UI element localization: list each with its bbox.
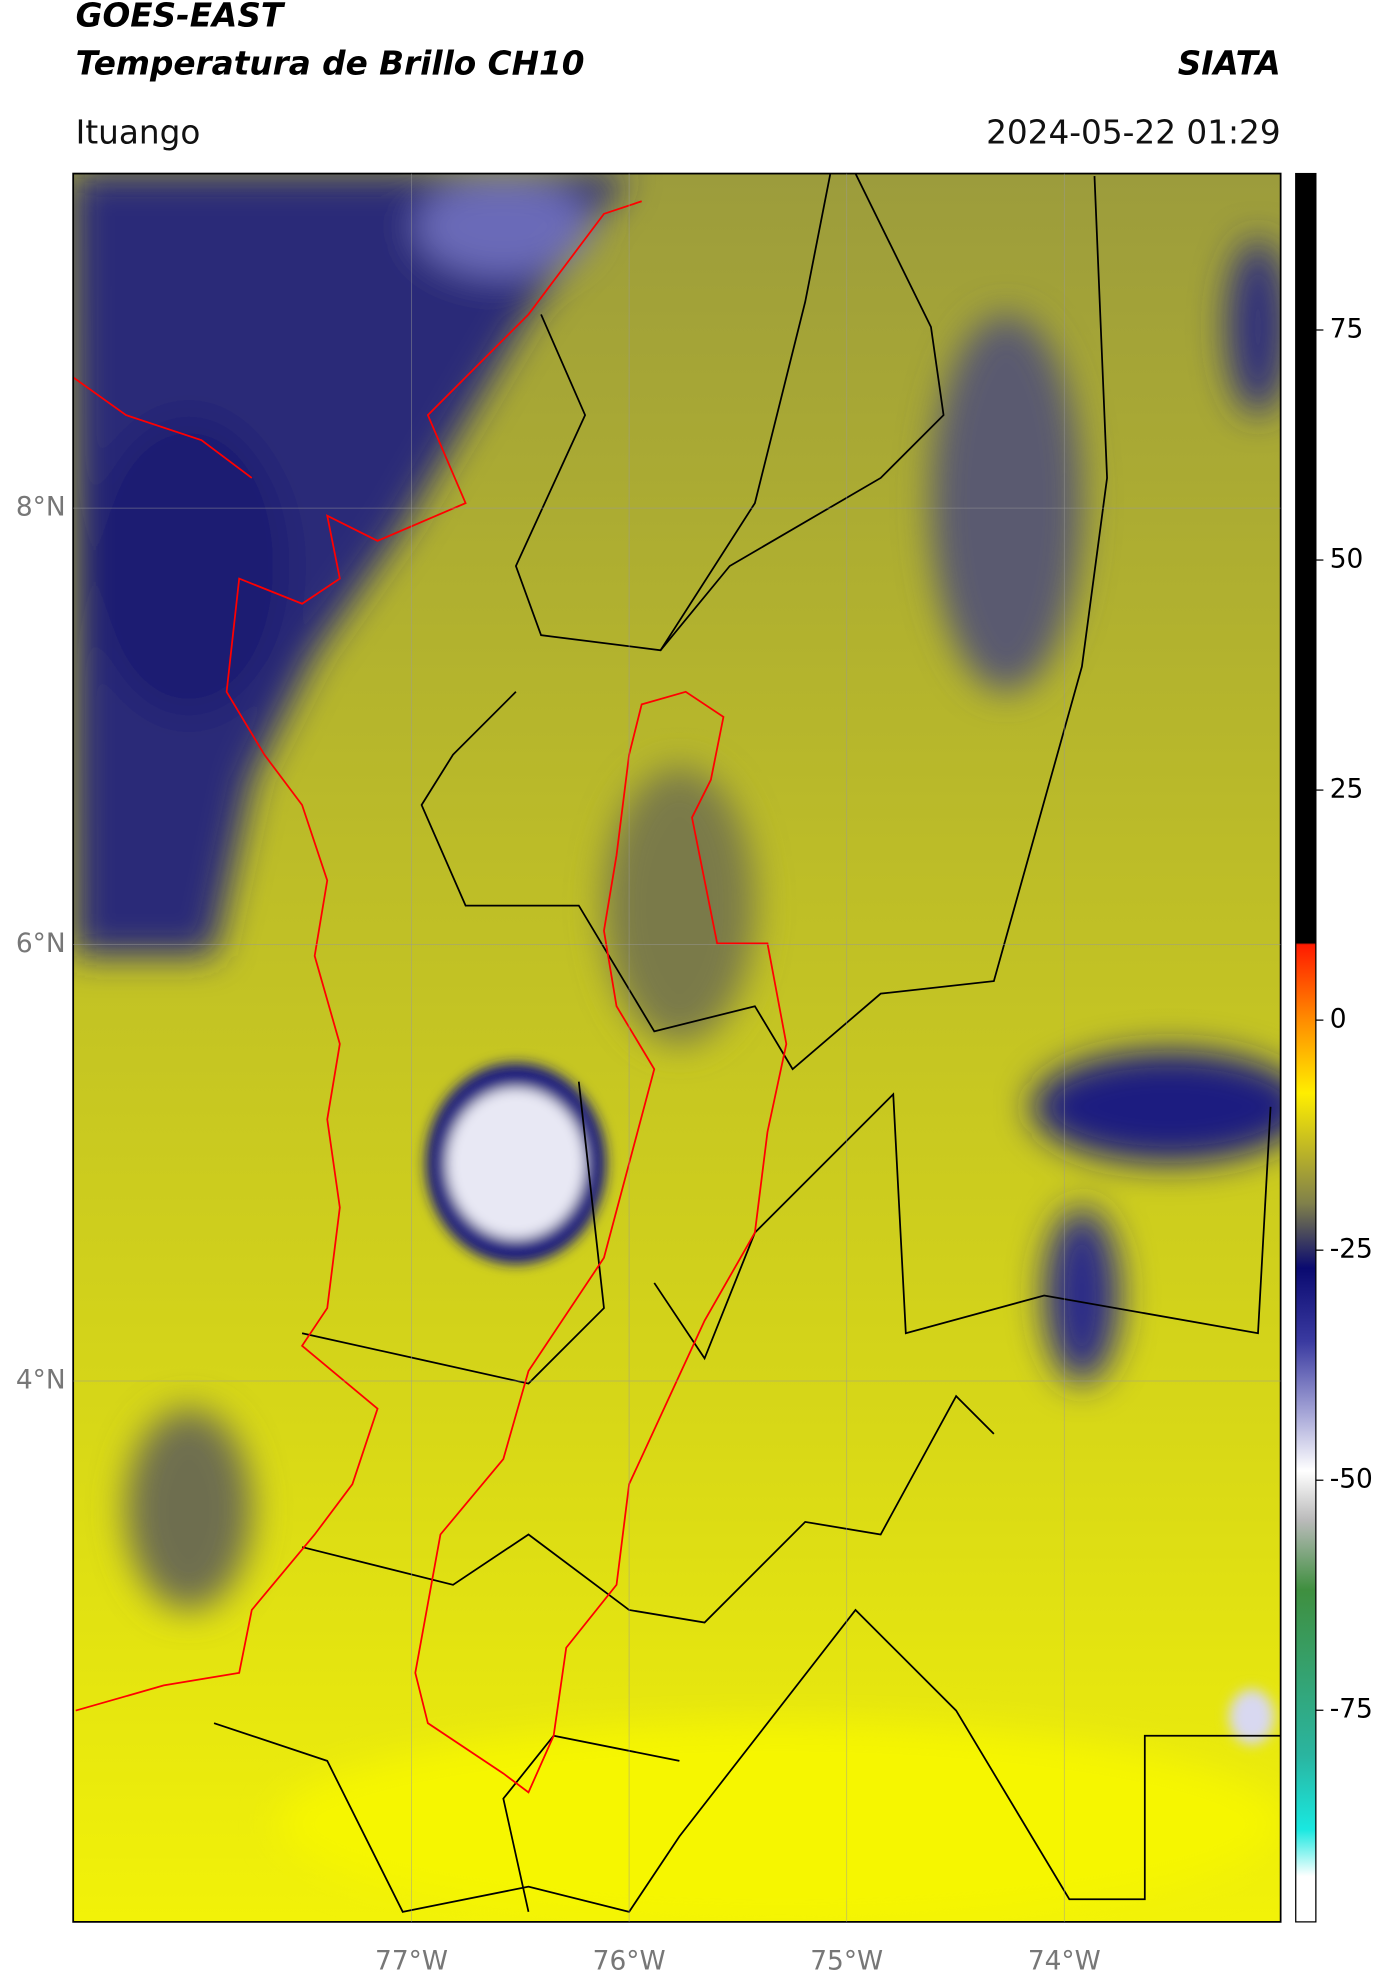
satellite-image — [73, 173, 1281, 1922]
title: GOES-EAST — [76, 0, 286, 35]
colorbar-tick-label: 0 — [1330, 1004, 1347, 1035]
lat-tick-label: 4°N — [16, 1365, 66, 1396]
lat-tick-label: 8°N — [16, 492, 66, 523]
colorbar-tick-label: 25 — [1330, 774, 1364, 805]
map-frame — [72, 172, 1282, 1923]
subtitle: Temperatura de Brillo CH10 — [76, 44, 585, 82]
red-outlines — [73, 200, 788, 1794]
colorbar-tick-label: 50 — [1330, 544, 1364, 575]
colorbar — [1295, 172, 1317, 1923]
brand: SIATA — [1178, 44, 1281, 82]
lat-tick-label: 6°N — [16, 928, 66, 959]
borders — [213, 173, 1281, 1913]
datetime: 2024-05-22 01:29 — [986, 114, 1281, 152]
lon-tick-label: 75°W — [810, 1946, 883, 1977]
colorbar-tick-label: -50 — [1330, 1464, 1373, 1495]
location: Ituango — [76, 114, 201, 152]
colorbar-tick-label: 75 — [1330, 314, 1364, 345]
lon-tick-label: 76°W — [593, 1946, 666, 1977]
colorbar-tick-label: -25 — [1330, 1234, 1373, 1265]
lon-tick-label: 77°W — [375, 1946, 448, 1977]
lon-tick-label: 74°W — [1028, 1946, 1101, 1977]
colorbar-tick-label: -75 — [1330, 1694, 1373, 1725]
